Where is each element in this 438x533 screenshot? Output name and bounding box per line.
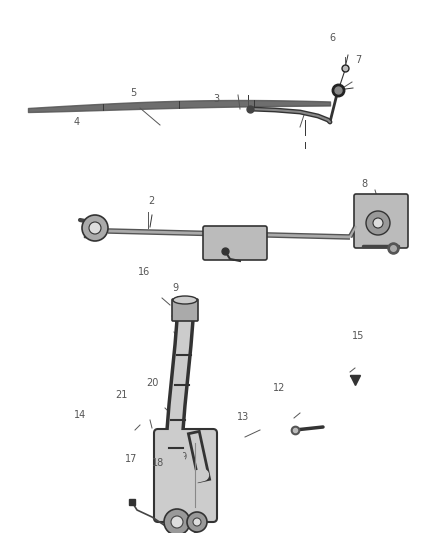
- Circle shape: [89, 222, 101, 234]
- Ellipse shape: [173, 296, 197, 304]
- Circle shape: [373, 218, 383, 228]
- Text: 15: 15: [352, 331, 364, 341]
- Circle shape: [171, 516, 183, 528]
- Circle shape: [193, 518, 201, 526]
- Text: 9: 9: [172, 283, 178, 293]
- Circle shape: [164, 509, 190, 533]
- Text: 3: 3: [214, 94, 220, 103]
- Text: 17: 17: [125, 455, 138, 464]
- Text: 10: 10: [176, 296, 188, 306]
- Text: 2: 2: [148, 197, 154, 206]
- Text: 6: 6: [329, 34, 335, 43]
- FancyBboxPatch shape: [203, 226, 267, 260]
- Circle shape: [187, 512, 207, 532]
- Text: 21: 21: [116, 391, 128, 400]
- Circle shape: [82, 215, 108, 241]
- Text: 5: 5: [131, 88, 137, 98]
- Text: 19: 19: [176, 453, 188, 462]
- Text: 12: 12: [273, 383, 286, 393]
- FancyBboxPatch shape: [354, 194, 408, 248]
- Text: 18: 18: [152, 458, 164, 467]
- Text: 1: 1: [229, 234, 235, 244]
- Circle shape: [366, 211, 390, 235]
- Text: 4: 4: [74, 117, 80, 126]
- Text: 20: 20: [146, 378, 159, 387]
- Text: 7: 7: [355, 55, 361, 64]
- FancyBboxPatch shape: [172, 299, 198, 321]
- Text: 14: 14: [74, 410, 86, 419]
- Text: 8: 8: [361, 179, 367, 189]
- Text: 16: 16: [138, 267, 151, 277]
- FancyBboxPatch shape: [154, 429, 217, 522]
- Text: 11: 11: [182, 312, 194, 322]
- Text: 13: 13: [237, 412, 249, 422]
